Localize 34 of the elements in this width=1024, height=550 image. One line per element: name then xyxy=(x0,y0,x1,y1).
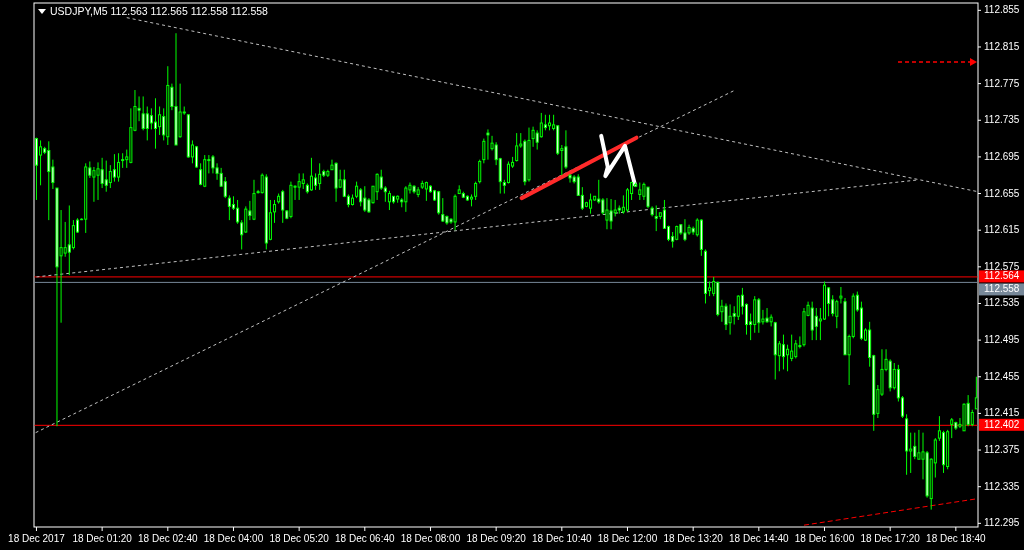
x-tick-label: 18 Dec 14:40 xyxy=(729,533,789,544)
chart-title: USDJPY,M5 112.563 112.565 112.558 112.558 xyxy=(50,5,269,17)
x-tick-label: 18 Dec 01:20 xyxy=(72,533,133,544)
y-tick-label: 112.815 xyxy=(984,40,1020,52)
y-tick-label: 112.735 xyxy=(984,113,1020,125)
x-tick-label: 18 Dec 18:40 xyxy=(926,533,987,544)
x-tick-label: 18 Dec 09:20 xyxy=(466,533,527,544)
ref-line-label: 112.564 xyxy=(984,270,1020,282)
y-tick-label: 112.695 xyxy=(984,150,1020,162)
x-tick-label: 18 Dec 17:20 xyxy=(860,533,921,544)
y-tick-label: 112.575 xyxy=(984,260,1020,272)
x-tick-label: 18 Dec 13:20 xyxy=(663,533,724,544)
x-tick-label: 18 Dec 2017 xyxy=(8,533,66,544)
x-tick-label: 18 Dec 12:00 xyxy=(597,533,658,544)
x-tick-label: 18 Dec 06:40 xyxy=(335,533,395,544)
y-tick-label: 112.415 xyxy=(984,407,1020,419)
ref-line-label: 112.402 xyxy=(984,418,1020,430)
y-tick-label: 112.375 xyxy=(984,443,1020,455)
y-tick-label: 112.335 xyxy=(984,480,1020,492)
x-tick-label: 18 Dec 05:20 xyxy=(269,533,330,544)
y-tick-label: 112.615 xyxy=(984,223,1020,235)
y-tick-label: 112.855 xyxy=(984,3,1020,15)
y-tick-label: 112.655 xyxy=(984,187,1020,199)
ref-line-label: 112.558 xyxy=(984,283,1020,295)
x-tick-label: 18 Dec 16:00 xyxy=(794,533,855,544)
y-tick-label: 112.455 xyxy=(984,370,1020,382)
y-tick-label: 112.535 xyxy=(984,297,1020,309)
x-tick-label: 18 Dec 04:00 xyxy=(203,533,264,544)
x-tick-label: 18 Dec 02:40 xyxy=(138,533,198,544)
y-tick-label: 112.295 xyxy=(984,516,1020,528)
y-tick-label: 112.775 xyxy=(984,77,1020,89)
x-tick-label: 18 Dec 08:00 xyxy=(400,533,461,544)
x-tick-label: 18 Dec 10:40 xyxy=(532,533,592,544)
y-tick-label: 112.495 xyxy=(984,333,1020,345)
